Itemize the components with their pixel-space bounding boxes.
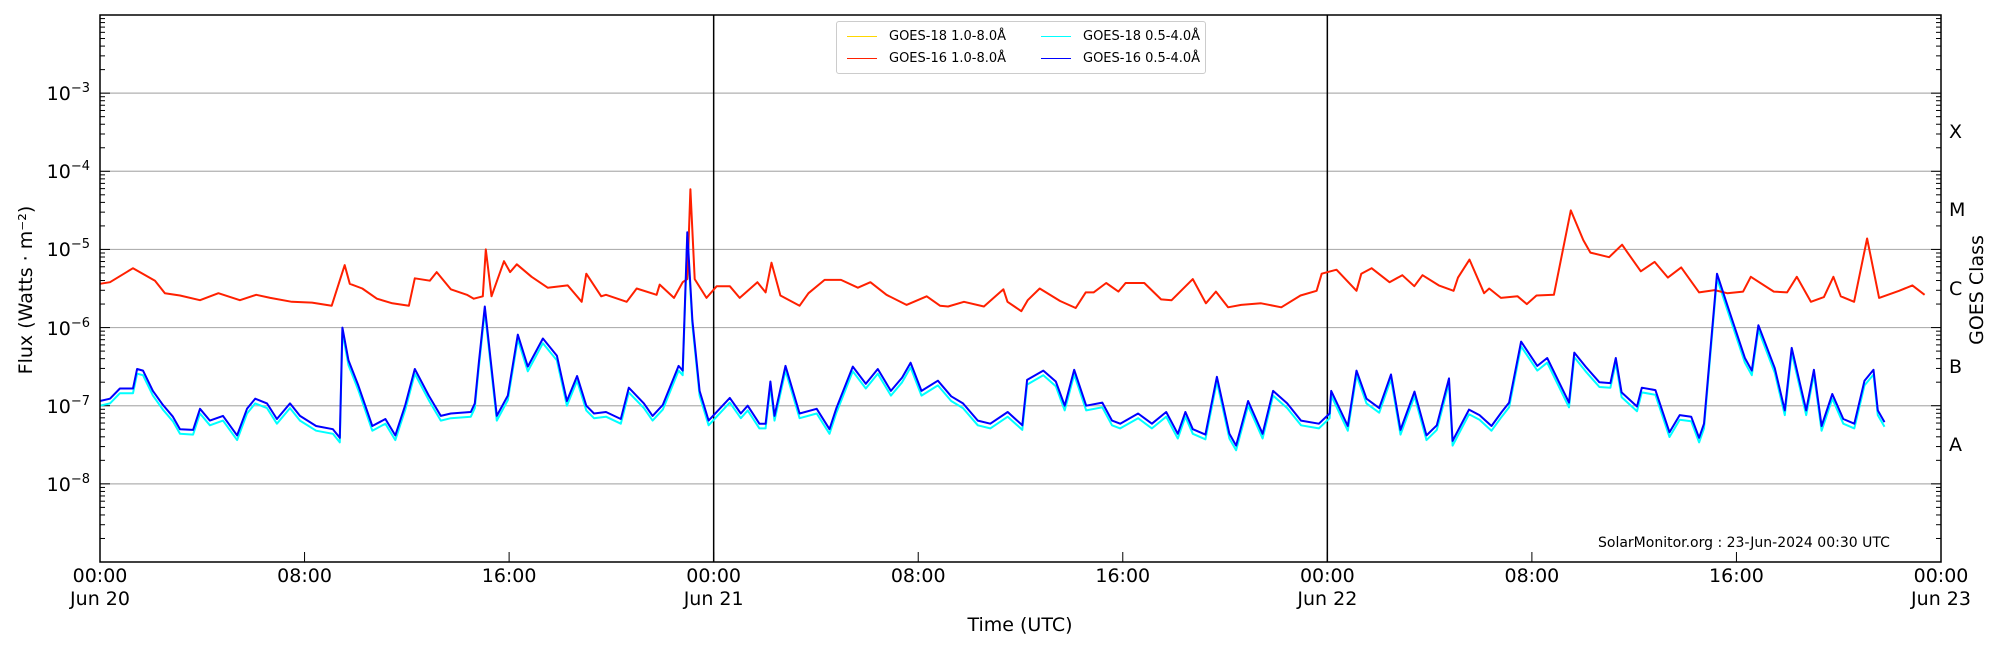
x-tick-label: 08:00	[890, 565, 946, 587]
goes-class-label: X	[1949, 121, 1963, 144]
goes-class-label: M	[1949, 199, 1966, 222]
x-tick-label: 16:00	[1709, 565, 1764, 587]
x-tick-label: 08:00	[277, 565, 332, 587]
y-tick-label: 10−7	[46, 393, 90, 418]
legend-item-goes16-long: GOES-16 1.0-8.0Å	[847, 48, 1006, 68]
x-axis-label: Time (UTC)	[967, 614, 1073, 636]
goes18-short-line	[99, 235, 1886, 452]
legend-swatch	[847, 57, 877, 59]
legend-item-goes16-short: GOES-16 0.5-4.0Å	[1041, 48, 1200, 68]
legend-label: GOES-18 0.5-4.0Å	[1083, 28, 1201, 44]
x-tick-label: 16:00	[481, 565, 537, 587]
x-tick-label: 16:00	[1095, 565, 1151, 587]
goes-class-label: B	[1949, 355, 1963, 378]
y-tick-label: 10−8	[46, 471, 90, 496]
legend-label: GOES-16 1.0-8.0Å	[889, 50, 1007, 66]
right-axis-label: GOES Class	[1966, 235, 1988, 345]
x-tick-label: 00:00 Jun 23	[1911, 565, 1971, 610]
x-tick-label: 00:00 Jun 22	[1297, 565, 1358, 610]
y-tick-label: 10−3	[46, 81, 90, 106]
legend-swatch	[847, 35, 877, 37]
goes16-short-line	[99, 231, 1886, 447]
goes16-long-line	[99, 188, 1926, 313]
legend-label: GOES-16 0.5-4.0Å	[1083, 50, 1201, 66]
legend: GOES-18 1.0-8.0Å GOES-18 0.5-4.0Å GOES-1…	[836, 21, 1206, 74]
y-axis-label: Flux (Watts · m⁻²)	[15, 205, 37, 375]
legend-label: GOES-18 1.0-8.0Å	[889, 28, 1007, 44]
y-tick-label: 10−5	[46, 237, 90, 262]
x-tick-label: 00:00 Jun 20	[70, 565, 130, 610]
y-tick-label: 10−4	[46, 159, 90, 184]
y-tick-label: 10−6	[46, 315, 90, 340]
legend-swatch	[1041, 57, 1071, 59]
goes-class-label: A	[1949, 433, 1962, 456]
x-tick-label: 00:00 Jun 21	[683, 565, 744, 610]
legend-item-goes18-short: GOES-18 0.5-4.0Å	[1041, 26, 1200, 46]
legend-swatch	[1041, 35, 1071, 37]
credit-annotation: SolarMonitor.org : 23-Jun-2024 00:30 UTC	[1598, 535, 1890, 551]
x-tick-label: 08:00	[1504, 565, 1560, 587]
legend-item-goes18-long: GOES-18 1.0-8.0Å	[847, 26, 1006, 46]
goes-class-label: C	[1949, 277, 1963, 300]
plot-frame	[99, 14, 1942, 563]
